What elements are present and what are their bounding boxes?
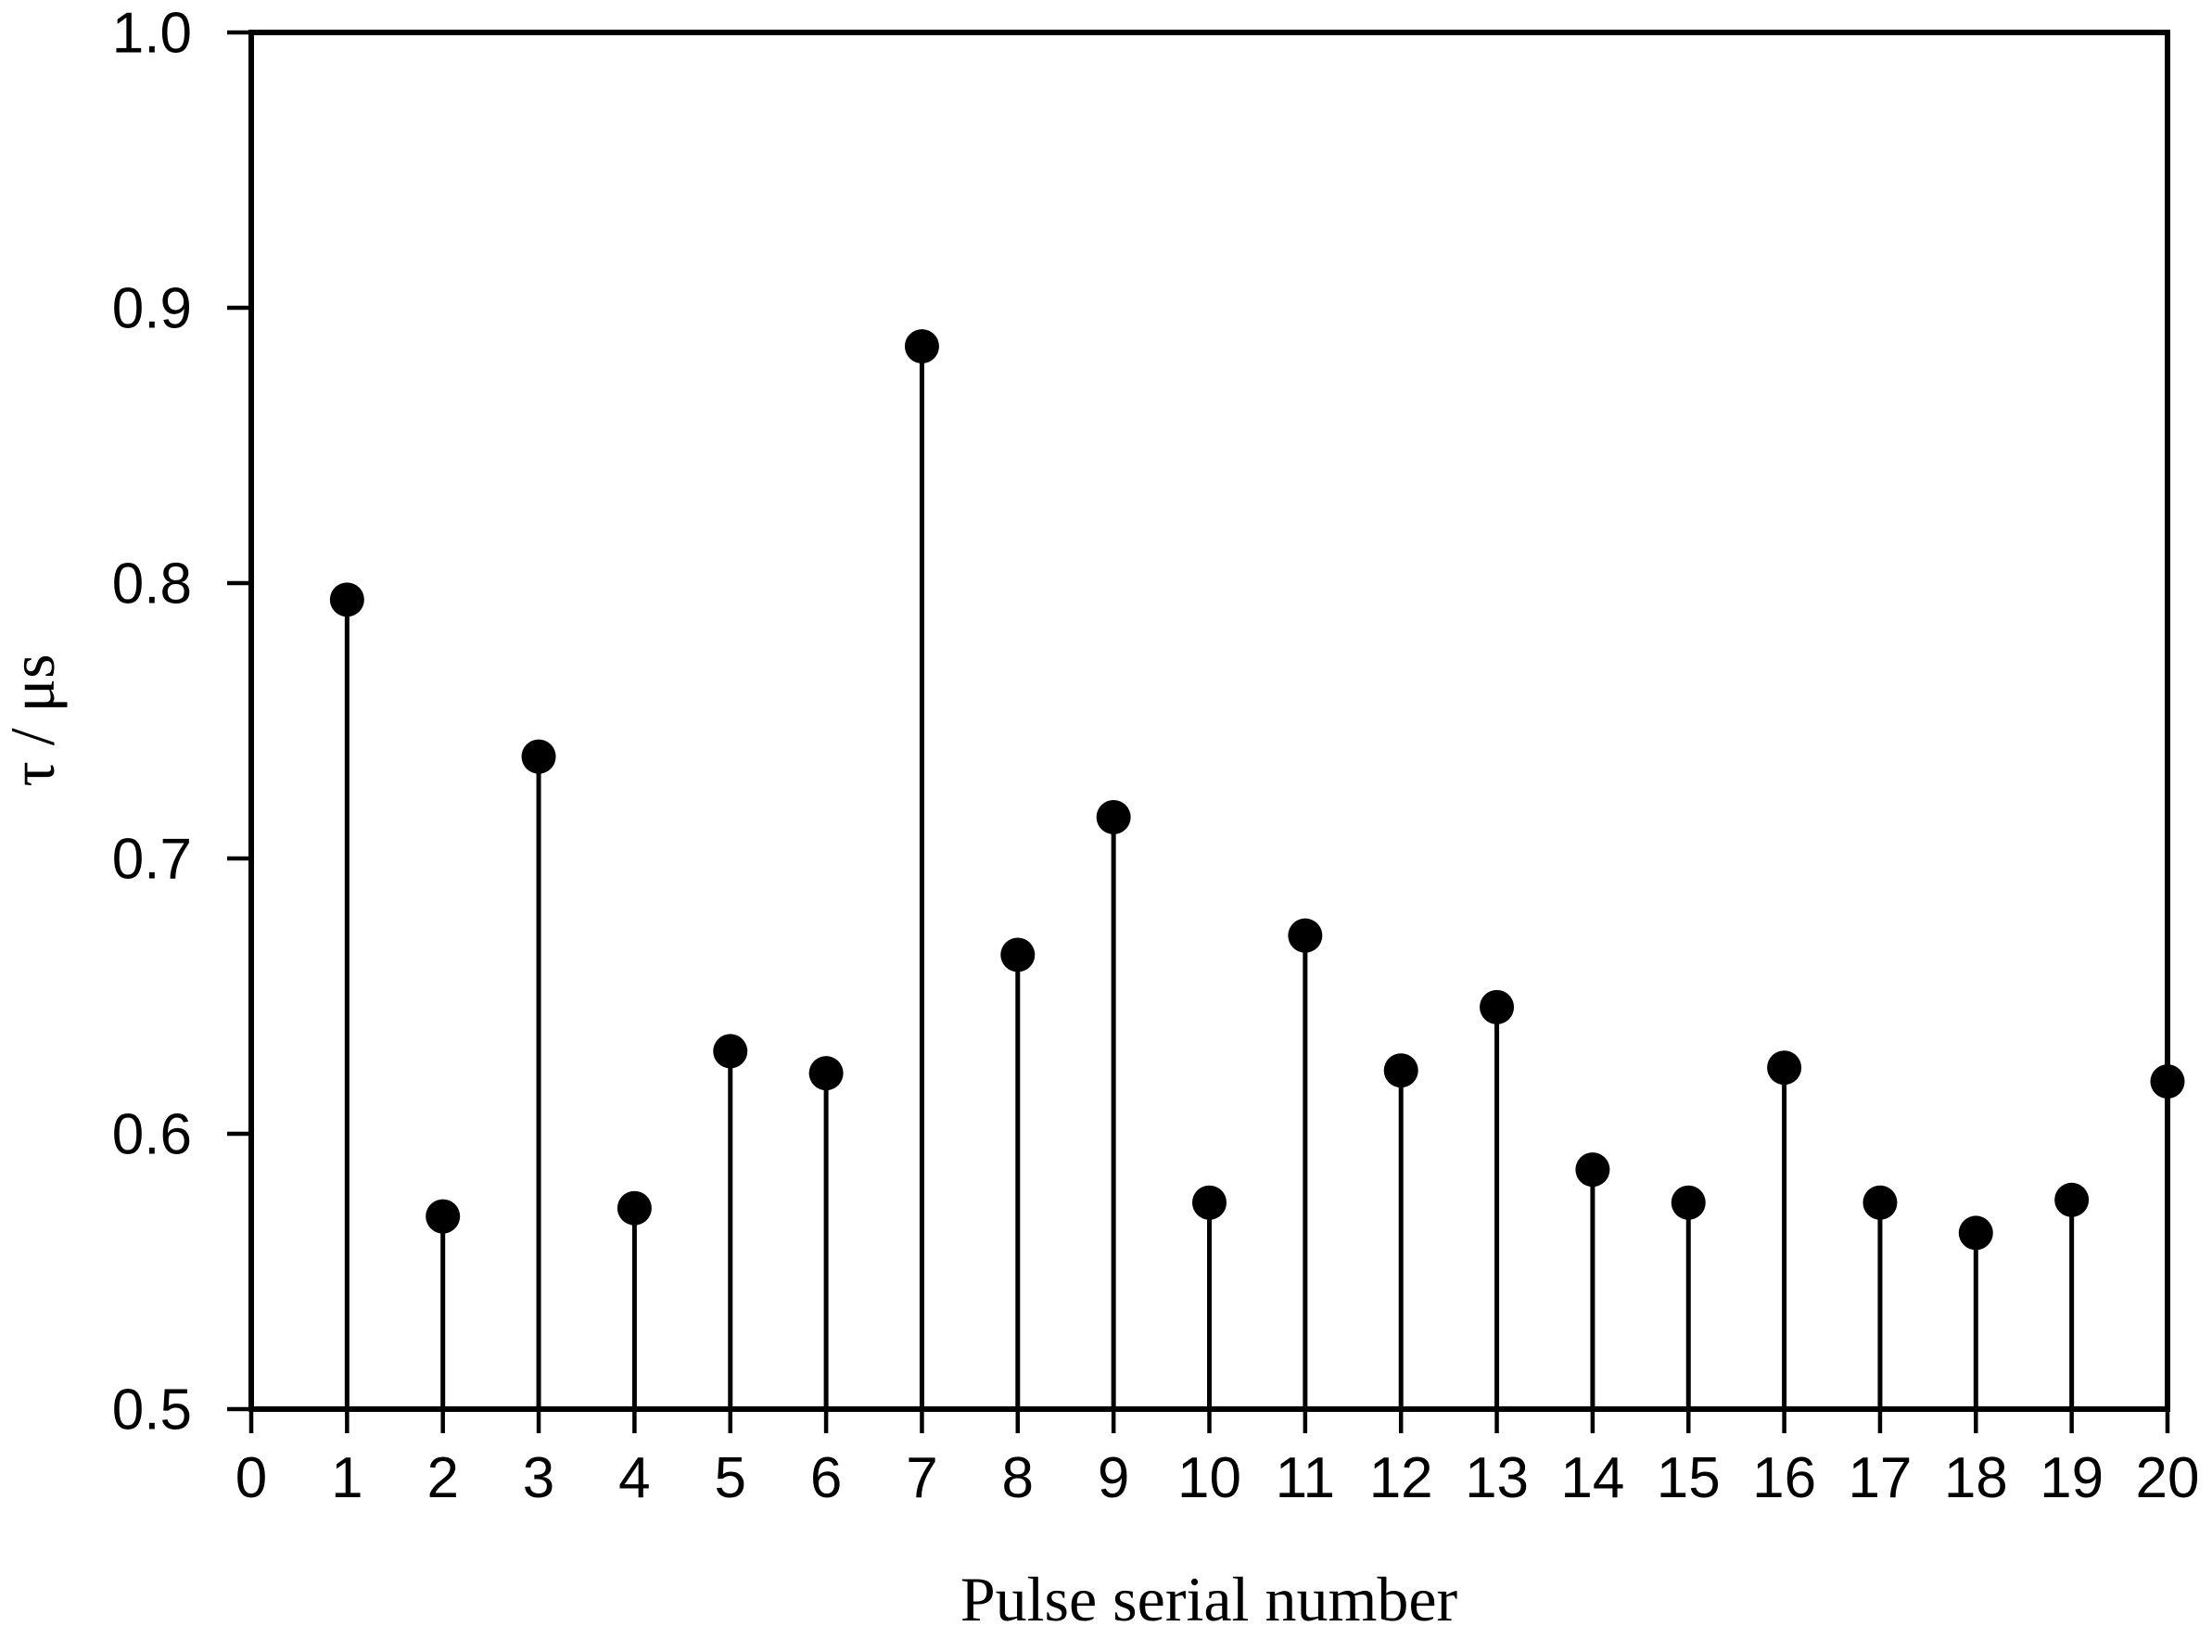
y-axis-title: τ / μs <box>0 654 68 786</box>
y-tick-label-0.9: 0.9 <box>112 277 192 341</box>
data-point-6 <box>808 1056 844 1091</box>
data-point-15 <box>1671 1185 1706 1220</box>
x-tick-label-12: 12 <box>1369 1446 1433 1510</box>
data-point-16 <box>1767 1050 1802 1086</box>
x-tick-label-0: 0 <box>235 1446 267 1510</box>
x-tick-label-15: 15 <box>1657 1446 1721 1510</box>
x-tick-label-5: 5 <box>715 1446 746 1510</box>
y-tick-label-1.0: 1.0 <box>112 2 192 66</box>
data-point-12 <box>1383 1053 1418 1088</box>
x-tick-label-13: 13 <box>1465 1446 1529 1510</box>
x-tick-label-1: 1 <box>331 1446 362 1510</box>
x-tick-label-2: 2 <box>426 1446 458 1510</box>
x-tick-label-10: 10 <box>1177 1446 1241 1510</box>
x-axis-title: Pulse serial number <box>960 1564 1458 1634</box>
data-point-11 <box>1288 918 1323 953</box>
data-point-19 <box>2054 1182 2090 1217</box>
data-point-10 <box>1192 1185 1227 1220</box>
data-point-4 <box>617 1190 652 1226</box>
x-tick-label-3: 3 <box>523 1446 554 1510</box>
data-point-17 <box>1862 1185 1898 1220</box>
data-point-9 <box>1096 799 1131 834</box>
x-tick-label-7: 7 <box>906 1446 937 1510</box>
x-tick-label-20: 20 <box>2136 1446 2200 1510</box>
data-point-5 <box>713 1034 748 1069</box>
data-point-2 <box>426 1199 461 1234</box>
x-tick-label-11: 11 <box>1276 1446 1335 1510</box>
x-tick-label-6: 6 <box>810 1446 842 1510</box>
x-tick-label-18: 18 <box>1944 1446 2008 1510</box>
x-tick-label-14: 14 <box>1560 1446 1624 1510</box>
x-tick-label-8: 8 <box>1002 1446 1034 1510</box>
plot-border <box>248 30 2170 1412</box>
data-point-20 <box>2150 1064 2185 1099</box>
x-tick-label-4: 4 <box>618 1446 650 1510</box>
plot-generated-layer: 0 1 2 3 4 5 6 7 8 9 10 11 12 13 14 15 16 17 18 19 200.50.60.… <box>112 2 2200 1510</box>
data-point-1 <box>329 582 364 617</box>
x-tick-label-9: 9 <box>1098 1446 1129 1510</box>
data-point-14 <box>1575 1152 1610 1188</box>
data-point-7 <box>904 329 939 364</box>
y-tick-label-0.7: 0.7 <box>112 828 192 892</box>
x-tick-label-16: 16 <box>1752 1446 1816 1510</box>
x-tick-label-19: 19 <box>2040 1446 2104 1510</box>
data-point-3 <box>521 739 556 774</box>
data-point-8 <box>1000 937 1036 972</box>
data-point-18 <box>1958 1215 1993 1251</box>
y-tick-label-0.8: 0.8 <box>112 553 192 616</box>
y-tick-label-0.5: 0.5 <box>112 1379 192 1442</box>
data-point-13 <box>1480 989 1515 1024</box>
y-tick-label-0.6: 0.6 <box>112 1103 192 1167</box>
x-tick-label-17: 17 <box>1848 1446 1912 1510</box>
